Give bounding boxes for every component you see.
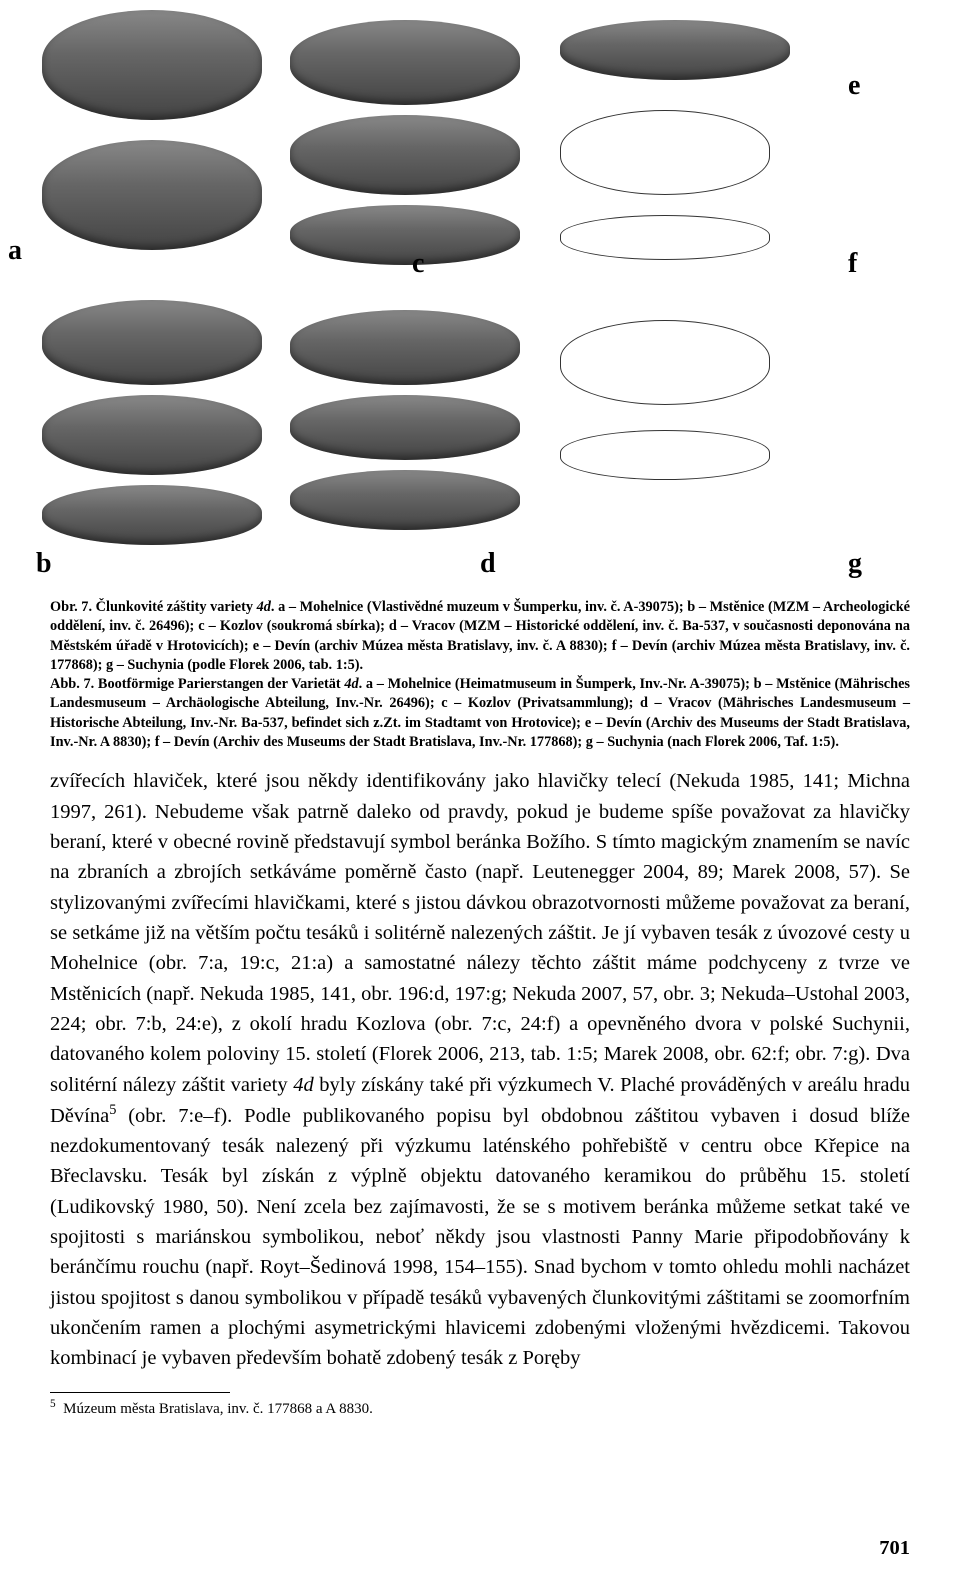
footnote-text: Múzeum města Bratislava, inv. č. 177868 … <box>63 1401 373 1417</box>
body-text-part1: zvířecích hlaviček, které jsou někdy ide… <box>50 770 910 1095</box>
artifact-shape <box>290 470 520 530</box>
artifact-shape <box>42 10 262 120</box>
body-text-part2: (obr. 7:e–f). Podle publikovaného popisu… <box>50 1105 910 1370</box>
artifact-shape <box>290 310 520 385</box>
artifact-shape <box>42 140 262 250</box>
artifact-shape <box>560 430 770 480</box>
artifact-shape <box>42 485 262 545</box>
artifact-shape <box>42 300 262 385</box>
caption-cz-title-italic: 4d <box>257 599 271 615</box>
body-paragraph: zvířecích hlaviček, které jsou někdy ide… <box>0 752 960 1373</box>
artifact-shape <box>290 205 520 265</box>
caption-de-title-italic: 4d <box>344 676 358 692</box>
figure-label-c: c <box>412 248 424 280</box>
caption-de-title: Abb. 7. Bootförmige Parierstangen der Va… <box>50 676 344 692</box>
figure-panel: a b c d e f g <box>0 0 960 590</box>
figure-label-e: e <box>848 70 860 102</box>
figure-label-a: a <box>8 235 22 267</box>
figure-label-d: d <box>480 548 496 580</box>
artifact-shape <box>560 215 770 260</box>
artifact-shape <box>290 115 520 195</box>
artifact-shape <box>560 110 770 195</box>
artifact-shape <box>290 395 520 460</box>
artifact-shape <box>42 395 262 475</box>
caption-cz-title: Obr. 7. Člunkovité záštity variety <box>50 599 257 615</box>
figure-label-f: f <box>848 248 857 280</box>
page-number: 701 <box>879 1537 910 1560</box>
figure-label-b: b <box>36 548 52 580</box>
footnote: 5 Múzeum města Bratislava, inv. č. 17786… <box>0 1393 960 1420</box>
body-italic-4d: 4d <box>293 1074 314 1096</box>
footnote-marker: 5 <box>50 1398 56 1410</box>
artifact-shape <box>290 20 520 105</box>
figure-label-g: g <box>848 548 862 580</box>
artifact-shape <box>560 320 770 405</box>
artifact-shape <box>560 20 790 80</box>
figure-caption: Obr. 7. Člunkovité záštity variety 4d. a… <box>0 590 960 752</box>
